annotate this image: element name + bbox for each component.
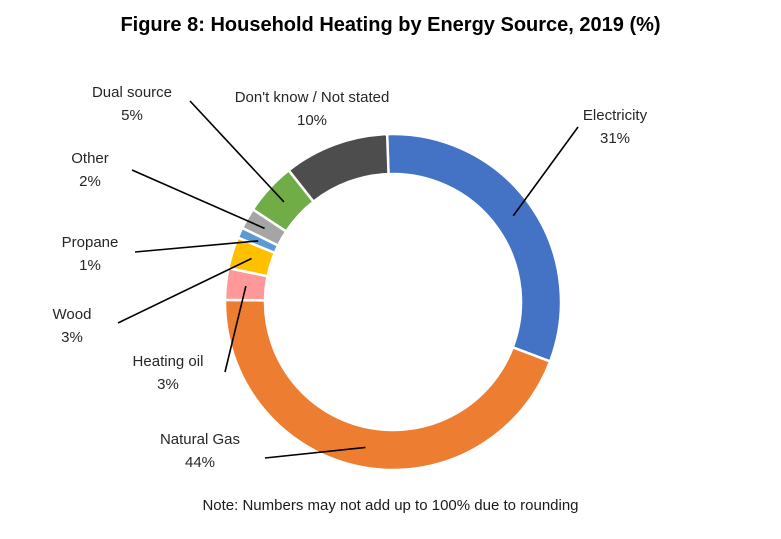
leader-line (512, 126, 579, 217)
leader-lines-layer (117, 100, 579, 459)
slice-value-label: 1% (79, 257, 101, 274)
chart-title: Figure 8: Household Heating by Energy So… (120, 14, 661, 36)
slice-name-label: Electricity (583, 107, 648, 124)
slice-don-t-know-not-stated (286, 132, 390, 204)
slice-value-label: 10% (297, 112, 327, 129)
slice-value-label: 44% (185, 454, 215, 471)
slice-name-label: Don't know / Not stated (235, 89, 390, 106)
slice-name-label: Propane (62, 234, 119, 251)
slices-layer (223, 132, 563, 472)
slice-value-label: 5% (121, 107, 143, 124)
chart-note: Note: Numbers may not add up to 100% due… (202, 497, 579, 514)
slice-natural-gas (223, 298, 552, 472)
slice-value-label: 2% (79, 173, 101, 190)
slice-value-label: 3% (61, 329, 83, 346)
slice-name-label: Dual source (92, 84, 172, 101)
leader-line (117, 257, 252, 324)
labels-layer: Electricity 31% Natural Gas 44% Heating oil 3… (53, 84, 648, 471)
slice-electricity (385, 132, 563, 364)
leader-line (131, 169, 265, 230)
slice-value-label: 31% (600, 130, 630, 147)
leader-line (264, 446, 366, 459)
slice-name-label: Wood (53, 306, 92, 323)
leader-line (224, 285, 247, 373)
slice-name-label: Other (71, 150, 109, 167)
leader-line (134, 240, 259, 253)
slice-value-label: 3% (157, 376, 179, 393)
slice-name-label: Natural Gas (160, 431, 240, 448)
leader-line (189, 100, 285, 203)
slice-name-label: Heating oil (133, 353, 204, 370)
